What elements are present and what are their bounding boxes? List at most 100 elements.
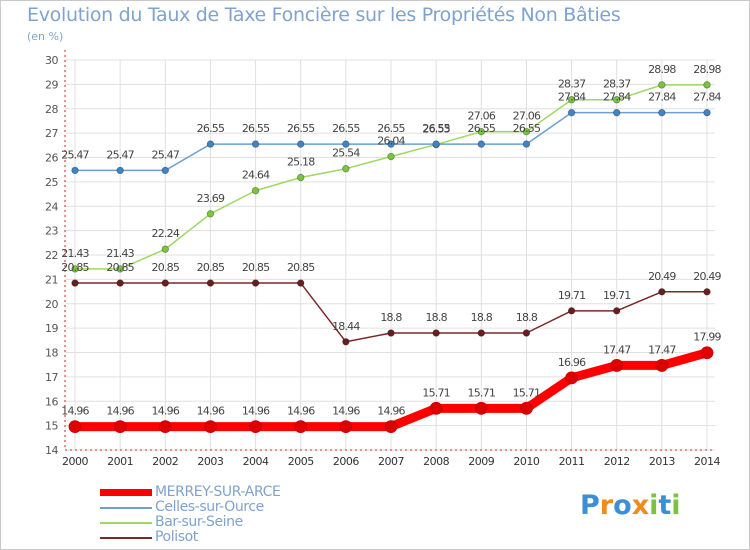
data-point xyxy=(342,165,350,173)
data-label: 27.84 xyxy=(693,91,721,104)
data-label: 28.37 xyxy=(558,78,586,91)
data-label: 23.69 xyxy=(197,192,225,205)
data-point xyxy=(387,329,395,337)
data-point xyxy=(432,329,440,337)
y-tick-label: 14 xyxy=(45,444,58,457)
data-label: 26.53 xyxy=(422,123,450,136)
data-point xyxy=(610,359,624,372)
x-tick-label: 2001 xyxy=(107,455,133,468)
y-tick-label: 15 xyxy=(45,420,58,433)
data-label: 15.71 xyxy=(468,386,496,399)
logo-letter: t xyxy=(658,490,672,521)
y-tick-label: 23 xyxy=(45,225,58,238)
data-point xyxy=(522,140,531,148)
data-label: 27.84 xyxy=(648,91,676,104)
x-tick-label: 2004 xyxy=(243,455,269,468)
y-tick-label: 18 xyxy=(45,347,58,360)
data-point xyxy=(71,279,79,287)
data-point xyxy=(116,265,124,273)
data-label: 14.96 xyxy=(377,405,405,418)
data-point xyxy=(297,173,305,182)
data-label: 25.47 xyxy=(61,148,89,161)
data-point xyxy=(249,420,262,434)
data-label: 17.47 xyxy=(648,343,676,356)
data-point xyxy=(113,420,127,434)
data-label: 21.43 xyxy=(106,247,134,260)
data-point xyxy=(522,329,531,337)
y-tick-label: 20 xyxy=(45,298,58,311)
data-label: 20.85 xyxy=(106,261,134,274)
data-label: 14.96 xyxy=(287,405,315,418)
chart-title: Evolution du Taux de Taxe Foncière sur l… xyxy=(27,4,621,26)
data-point xyxy=(294,420,308,434)
data-label: 15.71 xyxy=(422,386,450,399)
data-point xyxy=(522,127,531,136)
data-label: 27.84 xyxy=(603,91,631,104)
data-point xyxy=(658,81,666,89)
data-label: 26.04 xyxy=(377,135,405,148)
data-label: 19.71 xyxy=(558,289,586,302)
data-label: 14.96 xyxy=(242,405,270,418)
legend-label-polisot: Polisot xyxy=(155,529,198,545)
data-point xyxy=(297,140,305,148)
data-point xyxy=(206,279,215,287)
data-label: 28.98 xyxy=(693,63,721,76)
y-tick-label: 16 xyxy=(45,395,58,408)
data-point xyxy=(477,127,485,136)
data-point xyxy=(161,245,169,253)
data-point xyxy=(567,96,576,104)
logo-letter: i xyxy=(649,490,659,521)
data-point xyxy=(520,401,533,415)
data-label: 20.49 xyxy=(648,270,676,283)
y-tick-label: 30 xyxy=(45,54,58,67)
data-point xyxy=(297,279,305,287)
data-point xyxy=(161,279,169,287)
x-tick-label: 2010 xyxy=(513,455,539,468)
y-tick-label: 24 xyxy=(45,200,58,213)
x-tick-label: 2003 xyxy=(197,455,223,468)
data-label: 25.18 xyxy=(287,155,315,168)
data-label: 14.96 xyxy=(332,405,360,418)
data-label: 20.85 xyxy=(152,261,180,274)
legend-label-merrey: MERREY-SUR-ARCE xyxy=(155,484,281,500)
data-point xyxy=(342,338,350,346)
data-label: 14.96 xyxy=(61,405,89,418)
data-label: 25.47 xyxy=(152,148,180,161)
logo-letter: x xyxy=(631,490,650,521)
data-label: 20.49 xyxy=(693,270,721,283)
data-label: 24.64 xyxy=(242,169,270,182)
data-point xyxy=(477,329,485,337)
data-point xyxy=(703,108,711,117)
y-tick-label: 21 xyxy=(45,273,58,286)
data-point xyxy=(613,96,621,104)
y-tick-label: 19 xyxy=(45,322,58,335)
data-point xyxy=(658,108,666,117)
data-label: 26.55 xyxy=(377,122,405,135)
data-point xyxy=(342,140,350,148)
x-tick-label: 2008 xyxy=(423,455,449,468)
legend-swatch-merrey xyxy=(100,489,152,496)
data-label: 26.55 xyxy=(197,122,225,135)
data-label: 27.06 xyxy=(468,110,496,123)
data-point xyxy=(206,140,215,148)
data-label: 26.55 xyxy=(513,122,541,135)
x-tick-label: 2005 xyxy=(288,455,314,468)
data-point xyxy=(432,140,440,148)
data-point xyxy=(477,140,485,148)
data-label: 19.71 xyxy=(603,289,631,302)
data-label: 21.43 xyxy=(61,247,89,260)
data-point xyxy=(71,265,79,273)
data-label: 28.98 xyxy=(648,63,676,76)
x-tick-label: 2012 xyxy=(604,455,630,468)
legend-swatch-polisot xyxy=(100,537,152,539)
x-tick-label: 2000 xyxy=(62,455,88,468)
data-point xyxy=(116,166,124,175)
data-point xyxy=(565,371,578,385)
data-label: 15.71 xyxy=(513,386,541,399)
data-label: 22.24 xyxy=(152,227,180,240)
data-label: 14.96 xyxy=(106,405,134,418)
data-label: 25.54 xyxy=(332,147,360,160)
data-point xyxy=(251,186,260,195)
data-point xyxy=(158,420,172,434)
